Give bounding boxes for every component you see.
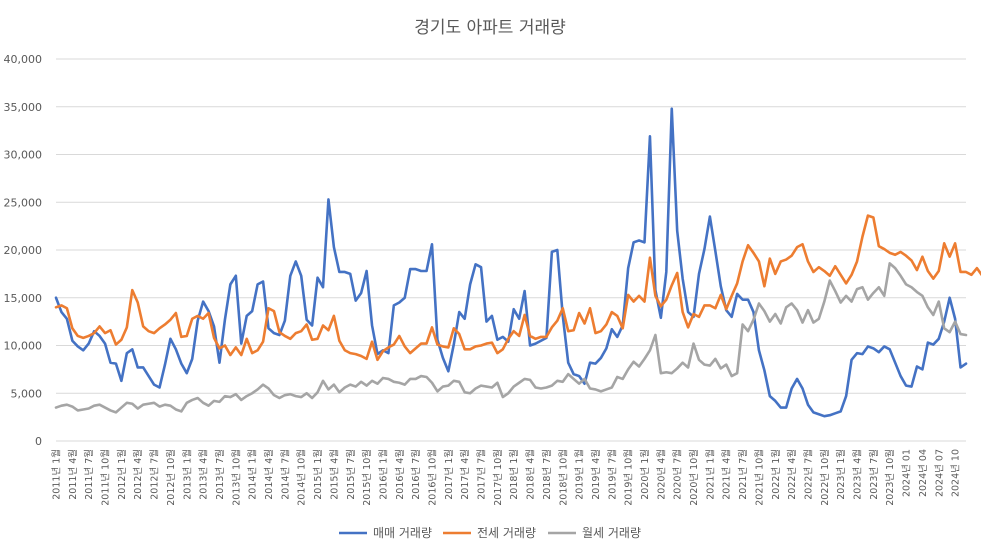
x-tick-label: 2015년 7월 [345,449,357,500]
series-line-1 [54,107,968,418]
x-tick-label: 2016년 1월 [377,449,389,500]
x-tick-label: 2017년 7월 [476,449,488,500]
y-tick-label: 0 [35,435,42,448]
x-tick-label: 2021년 7월 [737,449,749,500]
x-tick-label: 2023년 7월 [868,449,880,500]
x-tick-label: 2024년 07 [934,449,945,497]
chart-title: 경기도 아파트 거래량 [414,18,566,38]
y-axis: 0 5,000 10,000 15,000 20,000 25,000 30,000 35,0… [4,53,43,448]
x-tick-label: 2015년 4월 [328,449,340,500]
x-tick-label: 2023년 10월 [884,449,896,506]
x-tick-label: 2022년 4월 [786,449,798,500]
x-tick-label: 2014년 4월 [263,449,275,500]
x-tick-label: 2021년 1월 [704,449,716,500]
x-tick-label: 2016년 4월 [394,449,406,500]
x-tick-label: 2017년 4월 [459,449,471,500]
x-tick-label: 2019년 4월 [590,449,602,500]
x-tick-label: 2024년 01 [902,449,913,497]
x-tick-label: 2012년 10월 [165,449,177,506]
y-tick-label: 10,000 [4,340,43,353]
x-tick-label: 2018년 4월 [525,449,537,500]
x-tick-label: 2011년 7월 [83,449,95,500]
x-tick-label: 2018년 10월 [557,449,569,506]
x-tick-label: 2016년 10월 [426,449,438,506]
x-tick-label: 2014년 1월 [247,449,259,500]
x-tick-label: 2018년 1월 [508,449,520,500]
x-tick-label: 2016년 7월 [410,449,422,500]
x-tick-label: 2018년 7월 [541,449,553,500]
x-tick-label: 2019년 10월 [623,449,635,506]
x-tick-label: 2022년 7월 [802,449,814,500]
y-tick-label: 15,000 [4,292,43,305]
x-tick-label: 2012년 7월 [149,449,161,500]
x-tick-label: 2022년 1월 [770,449,782,500]
x-tick-label: 2013년 7월 [214,449,226,500]
legend: 매매 거래량 전세 거래량 월세 거래량 [339,526,641,540]
y-tick-label: 30,000 [4,149,43,162]
y-tick-label: 25,000 [4,196,43,209]
x-tick-label: 2014년 10월 [296,449,308,506]
x-axis: 2011년 1월 2011년 4월 2011년 7월 2011년 10월 2012년 1… [51,449,962,506]
x-tick-label: 2017년 1월 [443,449,455,500]
y-tick-label: 5,000 [11,387,43,400]
x-tick-label: 2020년 10월 [688,449,700,506]
x-tick-label: 2023년 1월 [835,449,847,500]
x-tick-label: 2020년 7월 [672,449,684,500]
gridlines [56,58,966,442]
legend-label-1: 매매 거래량 [373,526,432,540]
x-tick-label: 2015년 10월 [361,449,373,506]
x-tick-label: 2019년 7월 [606,449,618,500]
x-tick-label: 2017년 10월 [492,449,504,506]
y-tick-label: 35,000 [4,101,43,114]
x-tick-label: 2011년 10월 [100,449,112,506]
y-tick-label: 40,000 [4,53,43,66]
x-tick-label: 2012년 4월 [132,449,144,500]
y-tick-label: 20,000 [4,244,43,257]
x-tick-label: 2021년 10월 [753,449,765,506]
legend-label-3: 월세 거래량 [582,526,641,540]
x-tick-label: 2011년 1월 [51,449,63,500]
x-tick-label: 2020년 1월 [639,449,651,500]
x-tick-label: 2013년 1월 [181,449,193,500]
series-line-2 [54,214,981,362]
x-tick-label: 2021년 4월 [721,449,733,500]
series-line-3 [54,262,968,414]
x-tick-label: 2019년 1월 [574,449,586,500]
x-tick-label: 2013년 10월 [230,449,242,506]
x-tick-label: 2024년 10 [951,449,962,497]
legend-label-2: 전세 거래량 [477,526,536,540]
x-tick-label: 2014년 7월 [279,449,291,500]
x-tick-label: 2020년 4월 [655,449,667,500]
x-tick-label: 2022년 10월 [819,449,831,506]
x-tick-label: 2011년 4월 [67,449,79,500]
x-tick-label: 2023년 4월 [852,449,864,500]
series-lines [54,107,981,418]
x-tick-label: 2013년 4월 [198,449,210,500]
x-tick-label: 2015년 1월 [312,449,324,500]
x-tick-label: 2012년 1월 [116,449,128,500]
x-tick-label: 2024년 04 [918,449,929,497]
